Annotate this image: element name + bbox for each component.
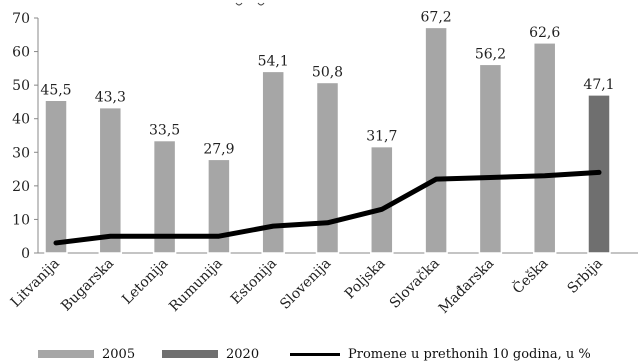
bar-value-label: 27,9 bbox=[203, 141, 234, 157]
bar-2005-litvanija bbox=[44, 99, 68, 254]
y-tick-label: 0 bbox=[21, 246, 30, 262]
y-tick-label: 20 bbox=[12, 179, 30, 195]
legend-swatch-2020 bbox=[162, 350, 218, 358]
y-tick-label: 40 bbox=[12, 112, 30, 128]
x-tick-label: Srbija bbox=[565, 256, 606, 297]
legend-item-change: Promene u prethonih 10 godina, u % bbox=[290, 345, 591, 363]
x-tick-label: Litvanija bbox=[8, 256, 63, 311]
legend-label-2020: 2020 bbox=[226, 346, 260, 362]
x-tick-label: Češka bbox=[508, 254, 551, 297]
y-tick-label: 10 bbox=[12, 212, 30, 228]
x-tick-label: Mađarska bbox=[436, 256, 497, 317]
x-tick-label: Poljska bbox=[342, 256, 389, 303]
bar-value-label: 31,7 bbox=[366, 129, 397, 145]
legend-swatch-change bbox=[290, 352, 340, 356]
bar-value-label: 33,5 bbox=[149, 123, 180, 139]
legend: 2005 2020 Promene u prethonih 10 godina,… bbox=[0, 343, 638, 364]
bar-value-label: 45,5 bbox=[40, 82, 71, 98]
bar-2005-rumunija bbox=[207, 158, 231, 254]
x-tick-label: Letonija bbox=[119, 256, 171, 308]
bar-2005-letonija bbox=[152, 139, 177, 254]
x-tick-label: Estonija bbox=[228, 256, 280, 308]
bar-2005-mađarska bbox=[478, 63, 503, 254]
y-tick-label: 50 bbox=[12, 78, 30, 94]
legend-swatch-2005 bbox=[38, 350, 94, 358]
y-tick-label: 70 bbox=[12, 11, 30, 27]
y-tick-label: 60 bbox=[12, 45, 30, 61]
legend-item-2005: 2005 bbox=[38, 345, 135, 363]
bar-value-label: 56,2 bbox=[475, 46, 506, 62]
bar-2005-poljska bbox=[370, 145, 394, 254]
bar-value-label: 50,8 bbox=[312, 64, 343, 80]
bar-value-label: 54,1 bbox=[258, 53, 289, 69]
bar-labels: 45,5 43,3 33,5 27,9 54,1 50,8 31,7 67,2 56,2 62,6… bbox=[40, 9, 614, 157]
x-tick-label: Slovačka bbox=[387, 256, 443, 312]
bar-2005-češka bbox=[532, 42, 557, 254]
legend-label-2005: 2005 bbox=[102, 346, 136, 362]
line-series-change bbox=[53, 169, 602, 246]
bar-value-label: 43,3 bbox=[95, 90, 126, 106]
bar-value-label: 67,2 bbox=[421, 9, 452, 25]
x-tick-label: Slovenija bbox=[277, 256, 334, 313]
bar-2005-slovačka bbox=[424, 26, 448, 254]
legend-label-change: Promene u prethonih 10 godina, u % bbox=[348, 346, 591, 362]
legend-item-2020: 2020 bbox=[162, 345, 259, 363]
bar-value-label: 47,1 bbox=[583, 77, 614, 93]
x-tick-label: Bugarska bbox=[58, 256, 117, 315]
bar-value-label: 62,6 bbox=[529, 25, 560, 41]
bars bbox=[44, 26, 611, 254]
chart-title-remnant bbox=[235, 2, 265, 6]
bar-2005-slovenija bbox=[315, 81, 340, 254]
y-axis-ticks: 0 10 20 30 40 50 60 70 bbox=[12, 11, 38, 262]
x-tick-label: Rumunija bbox=[166, 256, 225, 315]
change-line bbox=[53, 169, 602, 246]
bar-2005-estonija bbox=[261, 70, 285, 254]
bar-2005-bugarska bbox=[98, 106, 123, 254]
y-tick-label: 30 bbox=[12, 145, 30, 161]
